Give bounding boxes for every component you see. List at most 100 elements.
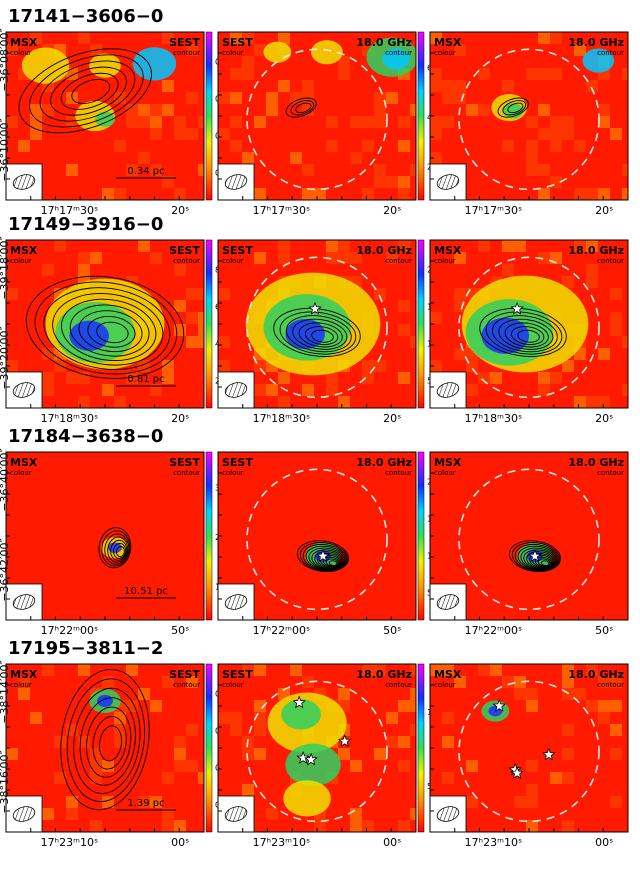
noise-pixel <box>242 32 254 44</box>
ra-tick-label: 17ʰ23ᵐ10ˢ <box>253 836 310 849</box>
noise-pixel <box>466 104 478 116</box>
noise-pixel <box>198 116 204 128</box>
noise-pixel <box>398 176 410 188</box>
contour-line <box>34 281 178 375</box>
noise-pixel <box>526 152 538 164</box>
noise-pixel <box>30 32 42 44</box>
noise-pixel <box>430 68 442 80</box>
contour-line <box>317 553 342 569</box>
noise-pixel <box>30 128 42 140</box>
noise-pixel <box>562 724 574 736</box>
emission-blob <box>285 743 341 786</box>
noise-pixel <box>278 252 290 264</box>
noise-pixel <box>502 80 514 92</box>
noise-pixel <box>254 664 266 676</box>
noise-pixel <box>102 796 114 808</box>
ra-tick-label: 50ˢ <box>171 624 189 637</box>
contour-line <box>50 66 127 116</box>
noise-pixel <box>126 116 138 128</box>
noise-pixel <box>230 116 242 128</box>
noise-pixel <box>478 664 490 676</box>
noise-pixel <box>398 116 410 128</box>
row-1: 17141−3606−00.34 pcMSXcolourSESTcontour1… <box>0 6 629 217</box>
noise-pixel <box>386 736 398 748</box>
dec-tick-label: −36°10′00″ <box>0 118 11 181</box>
contour-line <box>87 316 136 348</box>
noise-pixel <box>514 688 526 700</box>
noise-pixel <box>586 396 598 408</box>
panel-sublabel-right: contour <box>385 49 412 57</box>
noise-pixel <box>550 32 562 44</box>
noise-pixel <box>150 796 162 808</box>
noise-pixel <box>174 748 186 760</box>
ra-tick-label: 20ˢ <box>383 204 401 217</box>
row-3: 17184−3638−010.51 pcMSXcolourSESTcontour… <box>0 426 629 637</box>
contour-line <box>299 542 348 572</box>
noise-pixel <box>162 820 174 832</box>
panel-label-left: MSX <box>10 244 38 257</box>
noise-pixel <box>622 188 628 200</box>
noise-pixel <box>398 736 410 748</box>
noise-pixel <box>430 128 442 140</box>
scale-label: 10.51 pc <box>124 586 168 597</box>
ra-tick-label: 17ʰ18ᵐ30ˢ <box>41 412 98 425</box>
noise-pixel <box>302 676 314 688</box>
noise-pixel <box>362 140 374 152</box>
noise-pixel <box>430 116 442 128</box>
contour-line <box>60 72 119 110</box>
row-2: 17149−3916−00.81 pcMSXcolourSESTcontour1… <box>0 214 629 425</box>
emission-blob <box>107 542 122 554</box>
noise-pixel <box>242 748 254 760</box>
colorbar <box>417 451 425 621</box>
noise-pixel <box>174 760 186 772</box>
noise-pixel <box>398 140 410 152</box>
noise-pixel <box>526 688 538 700</box>
noise-pixel <box>218 128 230 140</box>
contour-line <box>325 558 339 567</box>
colorbar <box>205 239 213 409</box>
contour-line <box>492 315 558 353</box>
noise-pixel <box>150 252 162 264</box>
noise-pixel <box>162 772 174 784</box>
noise-pixel <box>18 688 30 700</box>
noise-pixel <box>218 288 230 300</box>
noise-pixel <box>18 140 30 152</box>
contour-line <box>92 716 127 770</box>
noise-pixel <box>610 128 622 140</box>
noise-pixel <box>6 360 18 372</box>
noise-pixel <box>42 808 54 820</box>
panel-sublabel-left: colour <box>10 257 32 265</box>
noise-pixel <box>398 820 410 832</box>
noise-pixel <box>6 748 18 760</box>
ra-tick-label: 20ˢ <box>171 412 189 425</box>
contour-line <box>104 533 130 565</box>
contour-line <box>110 539 128 561</box>
source-title: 17184−3638−0 <box>8 426 163 447</box>
noise-pixel <box>266 808 278 820</box>
dec-tick-label: −36°08′00″ <box>0 28 11 91</box>
noise-pixel <box>430 312 442 324</box>
noise-pixel <box>302 384 314 396</box>
noise-pixel <box>66 116 78 128</box>
noise-pixel <box>326 372 338 384</box>
noise-pixel <box>242 56 254 68</box>
noise-pixel <box>466 796 478 808</box>
ra-tick-label: 17ʰ17ᵐ30ˢ <box>41 204 98 217</box>
noise-pixel <box>598 712 610 724</box>
noise-pixel <box>350 808 362 820</box>
noise-pixel <box>374 288 386 300</box>
noise-pixel <box>290 92 302 104</box>
noise-pixel <box>42 372 54 384</box>
noise-pixel <box>162 676 174 688</box>
source-star-marker <box>316 549 330 562</box>
noise-pixel <box>362 372 374 384</box>
noise-pixel <box>410 664 416 676</box>
noise-pixel <box>126 372 138 384</box>
map-image <box>430 32 628 200</box>
noise-pixel <box>430 152 442 164</box>
noise-pixel <box>254 724 266 736</box>
noise-pixel <box>586 240 598 252</box>
